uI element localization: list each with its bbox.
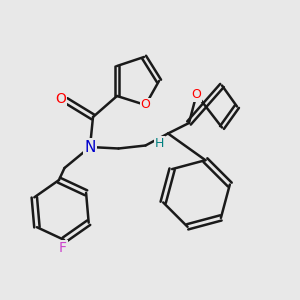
Text: O: O: [192, 88, 201, 101]
Text: N: N: [84, 140, 96, 154]
Text: H: H: [155, 136, 164, 150]
Text: O: O: [141, 98, 150, 112]
Text: O: O: [55, 92, 66, 106]
Text: F: F: [58, 241, 67, 255]
